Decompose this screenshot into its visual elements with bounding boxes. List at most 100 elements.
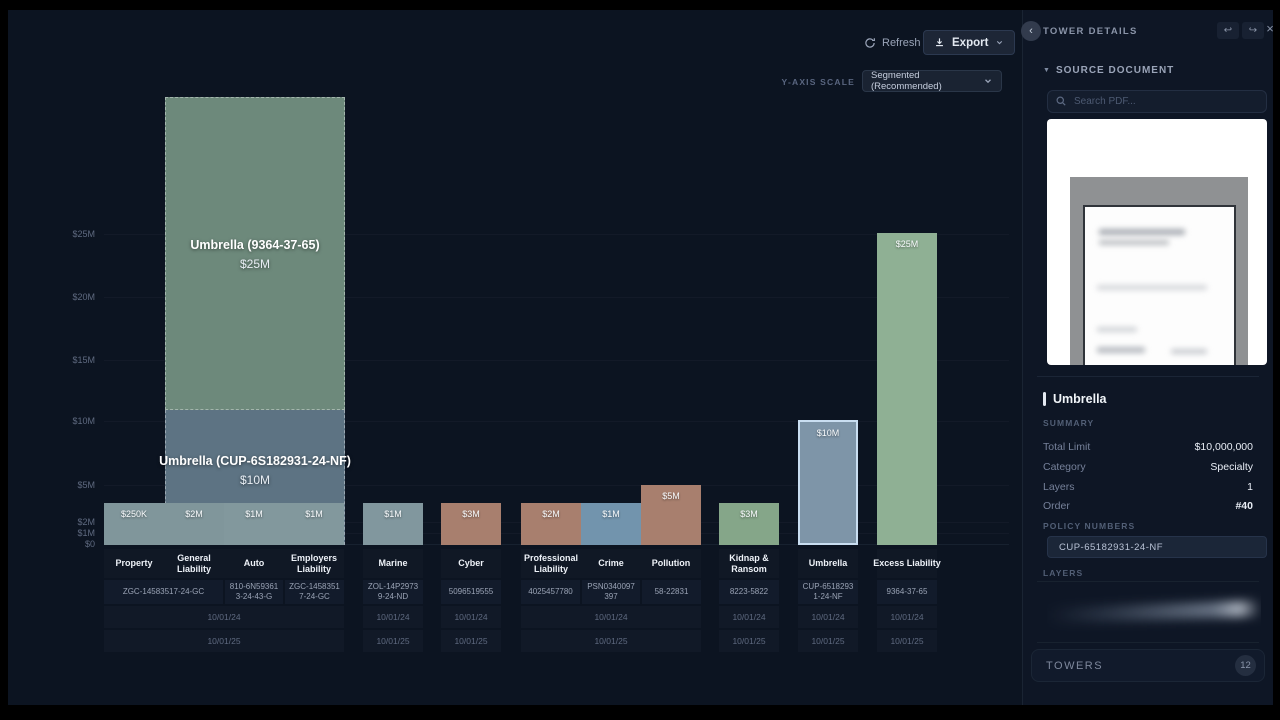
towers-label: TOWERS [1046,659,1104,672]
tower-layer-value: $25M [239,257,271,271]
refresh-label: Refresh [882,37,921,49]
caret-down-icon: ▼ [1043,67,1050,74]
y-axis-scale-value: Segmented (Recommended) [871,70,942,92]
policy-number-chip[interactable]: CUP-65182931-24-NF [1047,536,1267,558]
category-label: Property [115,558,153,569]
bar-property[interactable]: $250K [104,503,164,545]
search-pdf-input[interactable] [1047,90,1267,113]
policy-number-cell: 58-22831 [642,580,701,604]
pdf-preview[interactable] [1047,119,1267,365]
bar-cyber[interactable]: $3M [441,503,501,545]
effective-date-cell: 10/01/24 [719,606,779,628]
category-label: Crime [598,558,624,569]
chevron-left-icon: ‹ [1029,25,1033,37]
bar-value-label: $1M [245,509,263,519]
gridline [104,360,1009,361]
divider [1037,376,1259,377]
category-label: Cyber [458,558,484,569]
y-tick: $15M [72,355,95,365]
chevron-down-icon [995,38,1004,47]
policy-number-cell: 4025457780 [521,580,580,604]
bar-marine[interactable]: $1M [363,503,423,545]
category-label: Marine [378,558,408,569]
policy-number-cell: ZOL-14P29739-24-ND [363,580,423,604]
expiration-date-cell: 10/01/25 [877,630,937,652]
pdf-blurred-text [1097,327,1137,332]
bar-kidnap-ransom[interactable]: $3M [719,503,779,545]
category-label: Auto [243,558,265,569]
policy-number-cell: CUP-65182931-24-NF [798,580,858,604]
expiration-date-cell: 10/01/25 [363,630,423,652]
bar-value-label: $5M [662,491,680,501]
expiration-date-cell: 10/01/25 [441,630,501,652]
category-label: Excess Liability [873,558,941,569]
bar-professional-liability[interactable]: $2M [521,503,581,545]
field-value: $10,000,000 [1194,441,1253,453]
close-icon: × [1266,21,1274,36]
bar-excess-liability[interactable]: $25M [877,233,937,545]
layers-blurred-content [1047,590,1261,636]
chevron-down-icon [983,76,993,86]
policy-number-cell: 5096519555 [441,580,501,604]
expiration-date-cell: 10/01/25 [104,630,344,652]
category-label: Pollution [651,558,691,569]
bar-value-label: $25M [895,239,919,249]
y-tick: $1M [77,528,95,538]
download-icon [934,37,945,48]
policy-numbers-label: POLICY NUMBERS [1043,521,1136,531]
y-tick: $10M [72,416,95,426]
bar-value-label: $250K [120,509,148,519]
tower-name: Umbrella [1053,392,1107,406]
y-axis-scale-select[interactable]: Segmented (Recommended) [862,70,1002,92]
bar-value-label: $1M [305,509,323,519]
policy-number-cell: 8223-5822 [719,580,779,604]
bar-value-label: $3M [740,509,758,519]
gridline [104,485,1009,486]
tower-layer-name: Umbrella (9364-37-65) [190,238,320,252]
app-window: Refresh Export Y-AXIS SCALE Segmented (R… [8,10,1274,705]
bar-value-label: $2M [542,509,560,519]
effective-date-cell: 10/01/24 [521,606,701,628]
effective-date-cell: 10/01/24 [441,606,501,628]
field-value: 1 [1247,481,1253,493]
source-document-label: SOURCE DOCUMENT [1055,65,1175,76]
bar-general-liability[interactable]: $2M [164,503,224,545]
undo-button[interactable]: ↩ [1217,22,1239,39]
umbrella-tower-overlay: Umbrella (9364-37-65) $25M Umbrella (CUP… [159,97,351,545]
bar-value-label: $1M [602,509,620,519]
tower-layer-value: $10M [239,473,271,487]
y-tick: $20M [72,292,95,302]
bar-value-label: $1M [384,509,402,519]
policy-table: Property General Liability Auto Employer… [8,549,1022,659]
category-label: Professional Liability [523,553,579,574]
field-label: Order [1043,500,1070,512]
pdf-blurred-text [1097,347,1145,353]
bar-crime[interactable]: $1M [581,503,641,545]
bar-auto[interactable]: $1M [224,503,284,545]
bar-employers-liability[interactable]: $1M [284,503,344,545]
divider [1037,581,1259,582]
tower-layer-excess-umbrella[interactable]: Umbrella (9364-37-65) $25M [165,97,345,410]
towers-section-toggle[interactable]: TOWERS 12 [1031,649,1265,682]
export-button[interactable]: Export [923,30,1016,55]
bar-pollution[interactable]: $5M [641,485,701,545]
gridline [104,421,1009,422]
redo-button[interactable]: ↪ [1242,22,1264,39]
tower-layer-name: Umbrella (CUP-6S182931-24-NF) [159,454,351,468]
source-document-section-toggle[interactable]: ▼ SOURCE DOCUMENT [1043,65,1174,76]
y-tick: $2M [77,517,95,527]
expiration-date-cell: 10/01/25 [521,630,701,652]
tower-chart: $25M $20M $15M $10M $5M $2M $1M $0 Umbre… [8,10,1022,705]
redo-icon: ↪ [1248,25,1258,36]
tower-title-accent [1043,392,1046,406]
refresh-button[interactable]: Refresh [864,33,921,53]
pdf-page [1083,205,1236,365]
panel-collapse-button[interactable]: ‹ [1021,21,1041,41]
search-icon [1055,95,1067,107]
bar-umbrella-selected[interactable]: $10M [798,420,858,545]
refresh-icon [864,37,876,49]
panel-close-button[interactable]: × [1263,21,1277,39]
y-axis-scale-label: Y-AXIS SCALE [781,77,855,87]
field-label: Category [1043,461,1086,473]
tower-details-panel: ‹ TOWER DETAILS ↩ ↪ × ▼ SOURCE DOCUMENT [1021,10,1274,705]
